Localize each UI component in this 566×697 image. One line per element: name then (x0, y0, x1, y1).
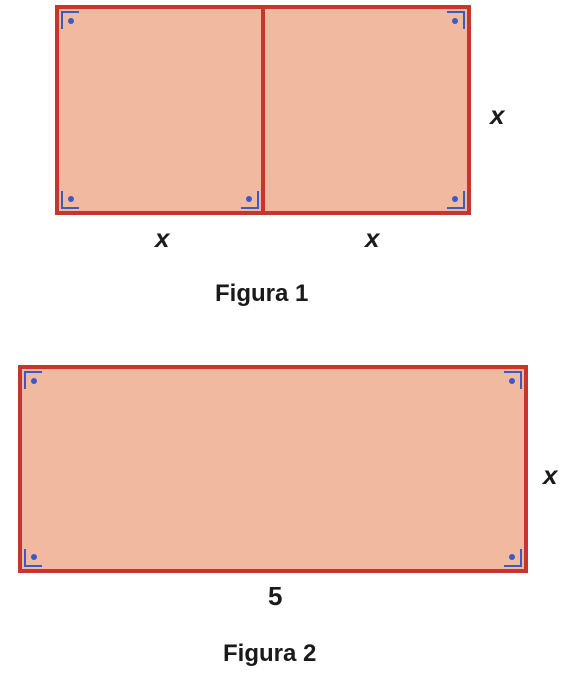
figure-2: x 5 Figura 2 (18, 365, 558, 685)
right-angle-dot (452, 18, 458, 24)
right-angle-dot (31, 378, 37, 384)
figure-2-caption: Figura 2 (223, 640, 316, 668)
figure-2-label-x-right: x (543, 460, 557, 491)
figure-1: x x x Figura 1 (55, 5, 515, 315)
right-angle-marker (241, 191, 259, 209)
right-angle-marker (24, 549, 42, 567)
right-angle-marker (447, 11, 465, 29)
right-angle-dot (246, 196, 252, 202)
figure-2-rectangle (18, 365, 528, 573)
figure-1-label-x-bottom-left: x (155, 223, 169, 254)
right-angle-dot (68, 196, 74, 202)
figure-1-label-x-right: x (490, 100, 504, 131)
figure-1-label-x-bottom-right: x (365, 223, 379, 254)
figure-2-label-5-bottom: 5 (268, 581, 282, 612)
right-angle-dot (509, 554, 515, 560)
figure-1-square-left (55, 5, 265, 215)
right-angle-marker (504, 371, 522, 389)
figure-1-square-right (261, 5, 471, 215)
right-angle-marker (447, 191, 465, 209)
figure-1-caption: Figura 1 (215, 280, 308, 308)
right-angle-dot (509, 378, 515, 384)
right-angle-marker (61, 11, 79, 29)
right-angle-dot (31, 554, 37, 560)
right-angle-dot (68, 18, 74, 24)
right-angle-dot (452, 196, 458, 202)
right-angle-marker (504, 549, 522, 567)
right-angle-marker (24, 371, 42, 389)
right-angle-marker (61, 191, 79, 209)
